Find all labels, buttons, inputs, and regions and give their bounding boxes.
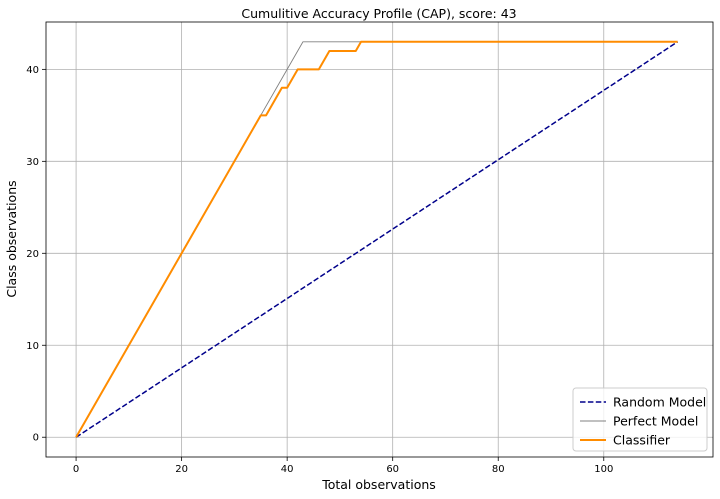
y-axis-label: Class observations	[4, 180, 19, 297]
classifier-line	[75, 40, 678, 438]
x-tick-label: 80	[492, 464, 505, 475]
legend-label-perfect-model: Perfect Model	[613, 414, 698, 429]
legend-box	[572, 387, 708, 452]
y-tick-label: 30	[26, 157, 39, 168]
x-tick-label: 40	[281, 464, 294, 475]
x-tick-label: 0	[73, 464, 79, 475]
x-axis-ticks: 0 20 40 60 80 100	[73, 457, 613, 475]
legend-label-classifier: Classifier	[613, 433, 671, 448]
y-tick-label: 20	[26, 249, 39, 260]
legend-label-random-model: Random Model	[613, 395, 706, 410]
grid-lines	[46, 22, 713, 457]
plot-frame	[45, 21, 714, 458]
y-tick-label: 10	[26, 341, 39, 352]
chart-title: Cumulitive Accuracy Profile (CAP), score…	[241, 6, 516, 21]
legend: Random Model Perfect Model Classifier	[572, 387, 708, 452]
y-axis-ticks: 0 10 20 30 40	[26, 65, 46, 444]
series-layer	[75, 40, 679, 438]
x-tick-label: 20	[175, 464, 188, 475]
y-tick-label: 0	[33, 433, 39, 444]
x-tick-label: 60	[386, 464, 399, 475]
x-axis-label: Total observations	[321, 477, 436, 492]
x-tick-label: 100	[594, 464, 613, 475]
random-model-line	[75, 41, 679, 438]
y-tick-label: 40	[26, 65, 39, 76]
